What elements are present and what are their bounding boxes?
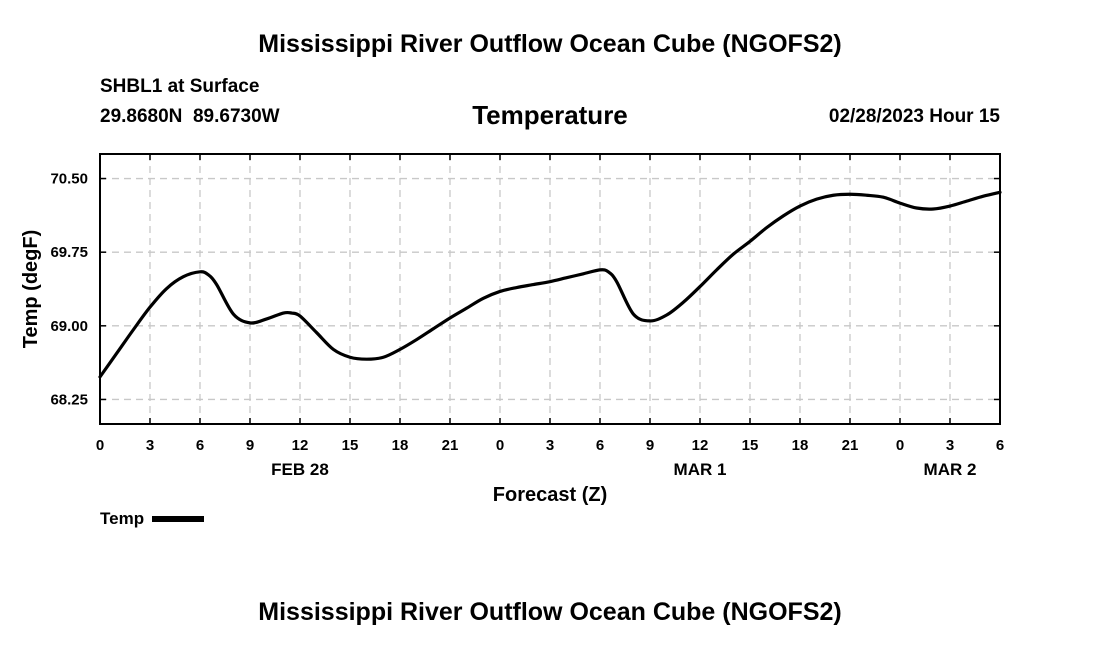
x-tick-label: 15 [342, 437, 359, 454]
x-tick-label: 6 [196, 437, 204, 454]
x-tick-label: 0 [496, 437, 504, 454]
legend-label: Temp [100, 509, 145, 528]
x-tick-label: 3 [946, 437, 954, 454]
x-tick-label: 12 [292, 437, 309, 454]
x-tick-label: 0 [896, 437, 904, 454]
x-tick-label: 21 [442, 437, 459, 454]
y-tick-label: 68.25 [50, 391, 88, 408]
chart-suptitle: Mississippi River Outflow Ocean Cube (NG… [258, 30, 842, 58]
x-tick-label: 9 [646, 437, 654, 454]
x-tick-label: 12 [692, 437, 709, 454]
x-tick-label: 21 [842, 437, 859, 454]
x-tick-label: 6 [596, 437, 604, 454]
chart-title: Temperature [472, 100, 628, 130]
x-date-label: MAR 1 [674, 460, 727, 479]
station-label: SHBL1 at Surface [100, 76, 260, 97]
x-date-label: FEB 28 [271, 460, 329, 479]
y-tick-label: 69.75 [50, 244, 88, 261]
x-tick-label: 9 [246, 437, 254, 454]
x-tick-label: 3 [546, 437, 554, 454]
x-tick-label: 3 [146, 437, 154, 454]
legend: Temp [100, 509, 205, 529]
x-axis-title: Forecast (Z) [493, 484, 607, 506]
y-tick-label: 70.50 [50, 171, 88, 188]
x-date-label: MAR 2 [924, 460, 977, 479]
y-tick-label: 69.00 [50, 318, 88, 335]
series-line-temp [98, 190, 1002, 379]
legend-line-swatch [152, 516, 205, 522]
y-axis-title: Temp (degF) [20, 230, 42, 349]
x-tick-label: 18 [792, 437, 809, 454]
x-tick-label: 0 [96, 437, 104, 454]
x-tick-label: 6 [996, 437, 1004, 454]
x-tick-label: 18 [392, 437, 409, 454]
datetime-label: 02/28/2023 Hour 15 [828, 106, 1000, 127]
x-tick-label: 15 [742, 437, 759, 454]
coordinates-label: 29.8680N 89.6730W [100, 106, 280, 127]
chart-footer-title: Mississippi River Outflow Ocean Cube (NG… [258, 598, 842, 626]
